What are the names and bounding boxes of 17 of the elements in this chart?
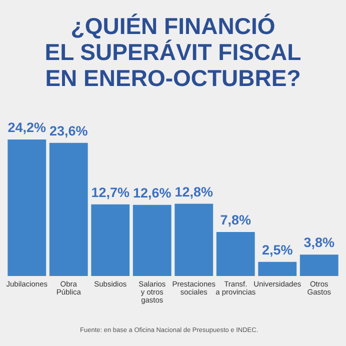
data-label: 12,7% xyxy=(91,184,130,200)
data-label: 24,2% xyxy=(8,120,46,136)
bar xyxy=(216,232,255,276)
bar xyxy=(174,204,214,276)
bar xyxy=(8,140,46,276)
bar xyxy=(132,204,172,276)
data-label: 12,8% xyxy=(174,184,214,200)
chart-title: ¿QUIÉN FINANCIÓ EL SUPERÁVIT FISCAL EN ENERO-OCTUBRE? xyxy=(44,13,302,91)
data-label: 3,8% xyxy=(304,235,335,250)
data-label: 7,8% xyxy=(220,212,252,228)
bar xyxy=(49,142,88,276)
bar xyxy=(91,204,130,276)
bar xyxy=(300,254,338,276)
bar xyxy=(258,262,297,276)
data-label: 2,5% xyxy=(262,242,293,258)
data-label: 12,6% xyxy=(132,185,172,200)
data-label: 23,6% xyxy=(49,123,88,138)
